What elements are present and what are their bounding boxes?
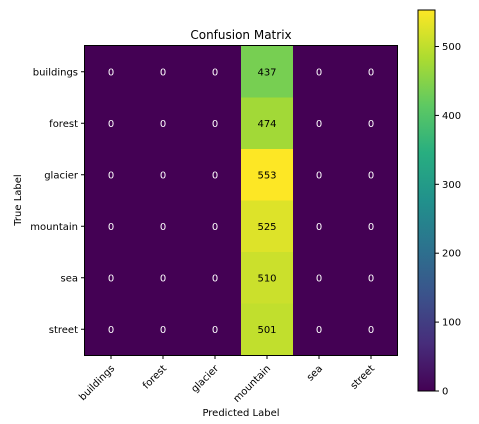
- colorbar-ticks: 0 100 200 300 400 500: [435, 42, 461, 398]
- heatmap-cell: [241, 149, 294, 202]
- cell-value-label: 0: [108, 273, 114, 284]
- heatmap-cell: [189, 252, 242, 305]
- heatmap-cell: [85, 303, 138, 356]
- heatmap-cell: [241, 303, 294, 356]
- heatmap-cell: [241, 46, 294, 99]
- plot-frame: [84, 45, 398, 356]
- cell-value-label: 0: [108, 119, 114, 130]
- cell-value-label: 0: [316, 273, 322, 284]
- y-tick-label: buildings: [33, 67, 78, 78]
- cell-value-label: 0: [316, 119, 322, 130]
- heatmap-cells: [85, 46, 398, 356]
- heatmap-cell: [137, 149, 190, 202]
- heatmap-cell: [189, 97, 242, 150]
- cell-value-label: 0: [368, 67, 374, 78]
- y-axis-ticks: buildings forest glacier mountain sea street: [30, 67, 85, 336]
- cell-value-label: 553: [257, 170, 276, 181]
- cell-value-label: 0: [160, 222, 166, 233]
- heatmap-cell: [137, 252, 190, 305]
- cell-value-label: 0: [160, 67, 166, 78]
- heatmap-cell: [293, 200, 346, 253]
- heatmap-cell: [137, 46, 190, 99]
- heatmap-cell: [137, 303, 190, 356]
- heatmap-cell: [293, 97, 346, 150]
- colorbar-tick-label: 300: [442, 180, 461, 191]
- heatmap-cell: [345, 200, 398, 253]
- heatmap-cell: [189, 200, 242, 253]
- colorbar-tick-label: 500: [442, 42, 461, 53]
- heatmap-cell: [85, 252, 138, 305]
- heatmap-cell: [137, 97, 190, 150]
- cell-value-label: 0: [108, 222, 114, 233]
- cell-value-label: 0: [160, 325, 166, 336]
- heatmap-cell: [241, 252, 294, 305]
- heatmap-cell: [293, 46, 346, 99]
- heatmap-cell: [293, 252, 346, 305]
- cell-value-label: 0: [368, 273, 374, 284]
- heatmap-cell: [85, 46, 138, 99]
- cell-value-label: 501: [257, 325, 276, 336]
- cell-value-label: 0: [212, 119, 218, 130]
- heatmap-cell: [293, 303, 346, 356]
- heatmap-cell: [189, 149, 242, 202]
- colorbar-tick-label: 0: [442, 387, 448, 398]
- cell-value-label: 0: [368, 170, 374, 181]
- heatmap-cell: [85, 149, 138, 202]
- y-tick-label: forest: [49, 119, 78, 130]
- x-axis-label: Predicted Label: [202, 408, 279, 419]
- colorbar-tick-label: 200: [442, 249, 461, 260]
- heatmap-cell: [137, 200, 190, 253]
- cell-value-label: 0: [212, 273, 218, 284]
- chart-title: Confusion Matrix: [190, 28, 291, 42]
- cell-value-label: 525: [257, 222, 276, 233]
- cell-value-label: 0: [160, 119, 166, 130]
- y-tick-label: mountain: [30, 222, 78, 233]
- cell-value-label: 0: [316, 170, 322, 181]
- y-axis-label: True Label: [13, 174, 24, 226]
- heatmap-cell: [189, 303, 242, 356]
- y-tick-label: street: [49, 325, 78, 336]
- colorbar-tick-label: 100: [442, 318, 461, 329]
- heatmap-cell-labels: 0 0 0 437 0 0 0 0 0 474 0 0 0 0 0 553 0 0 0 0 0 525 0 0 0 0 0 510 0 0…: [108, 67, 374, 336]
- cell-value-label: 474: [257, 119, 276, 130]
- cell-value-label: 0: [108, 325, 114, 336]
- cell-value-label: 0: [316, 325, 322, 336]
- cell-value-label: 0: [368, 222, 374, 233]
- cell-value-label: 0: [316, 67, 322, 78]
- y-tick-label: sea: [61, 273, 79, 284]
- cell-value-label: 0: [160, 273, 166, 284]
- cell-value-label: 437: [257, 67, 276, 78]
- cell-value-label: 0: [212, 170, 218, 181]
- cell-value-label: 0: [160, 170, 166, 181]
- cell-value-label: 0: [368, 119, 374, 130]
- heatmap-cell: [345, 303, 398, 356]
- heatmap-cell: [345, 97, 398, 150]
- heatmap-cell: [85, 97, 138, 150]
- heatmap-cell: [345, 252, 398, 305]
- heatmap-cell: [293, 149, 346, 202]
- colorbar: [417, 9, 436, 392]
- colorbar-tick-label: 400: [442, 111, 461, 122]
- y-tick-label: glacier: [44, 170, 79, 181]
- heatmap-cell: [345, 46, 398, 99]
- heatmap-cell: [241, 200, 294, 253]
- cell-value-label: 0: [368, 325, 374, 336]
- heatmap-cell: [85, 200, 138, 253]
- cell-value-label: 0: [108, 67, 114, 78]
- cell-value-label: 0: [108, 170, 114, 181]
- cell-value-label: 0: [212, 325, 218, 336]
- cell-value-label: 0: [212, 67, 218, 78]
- cell-value-label: 510: [257, 273, 276, 284]
- heatmap-cell: [241, 97, 294, 150]
- heatmap-cell: [345, 149, 398, 202]
- cell-value-label: 0: [212, 222, 218, 233]
- cell-value-label: 0: [316, 222, 322, 233]
- heatmap-cell: [189, 46, 242, 99]
